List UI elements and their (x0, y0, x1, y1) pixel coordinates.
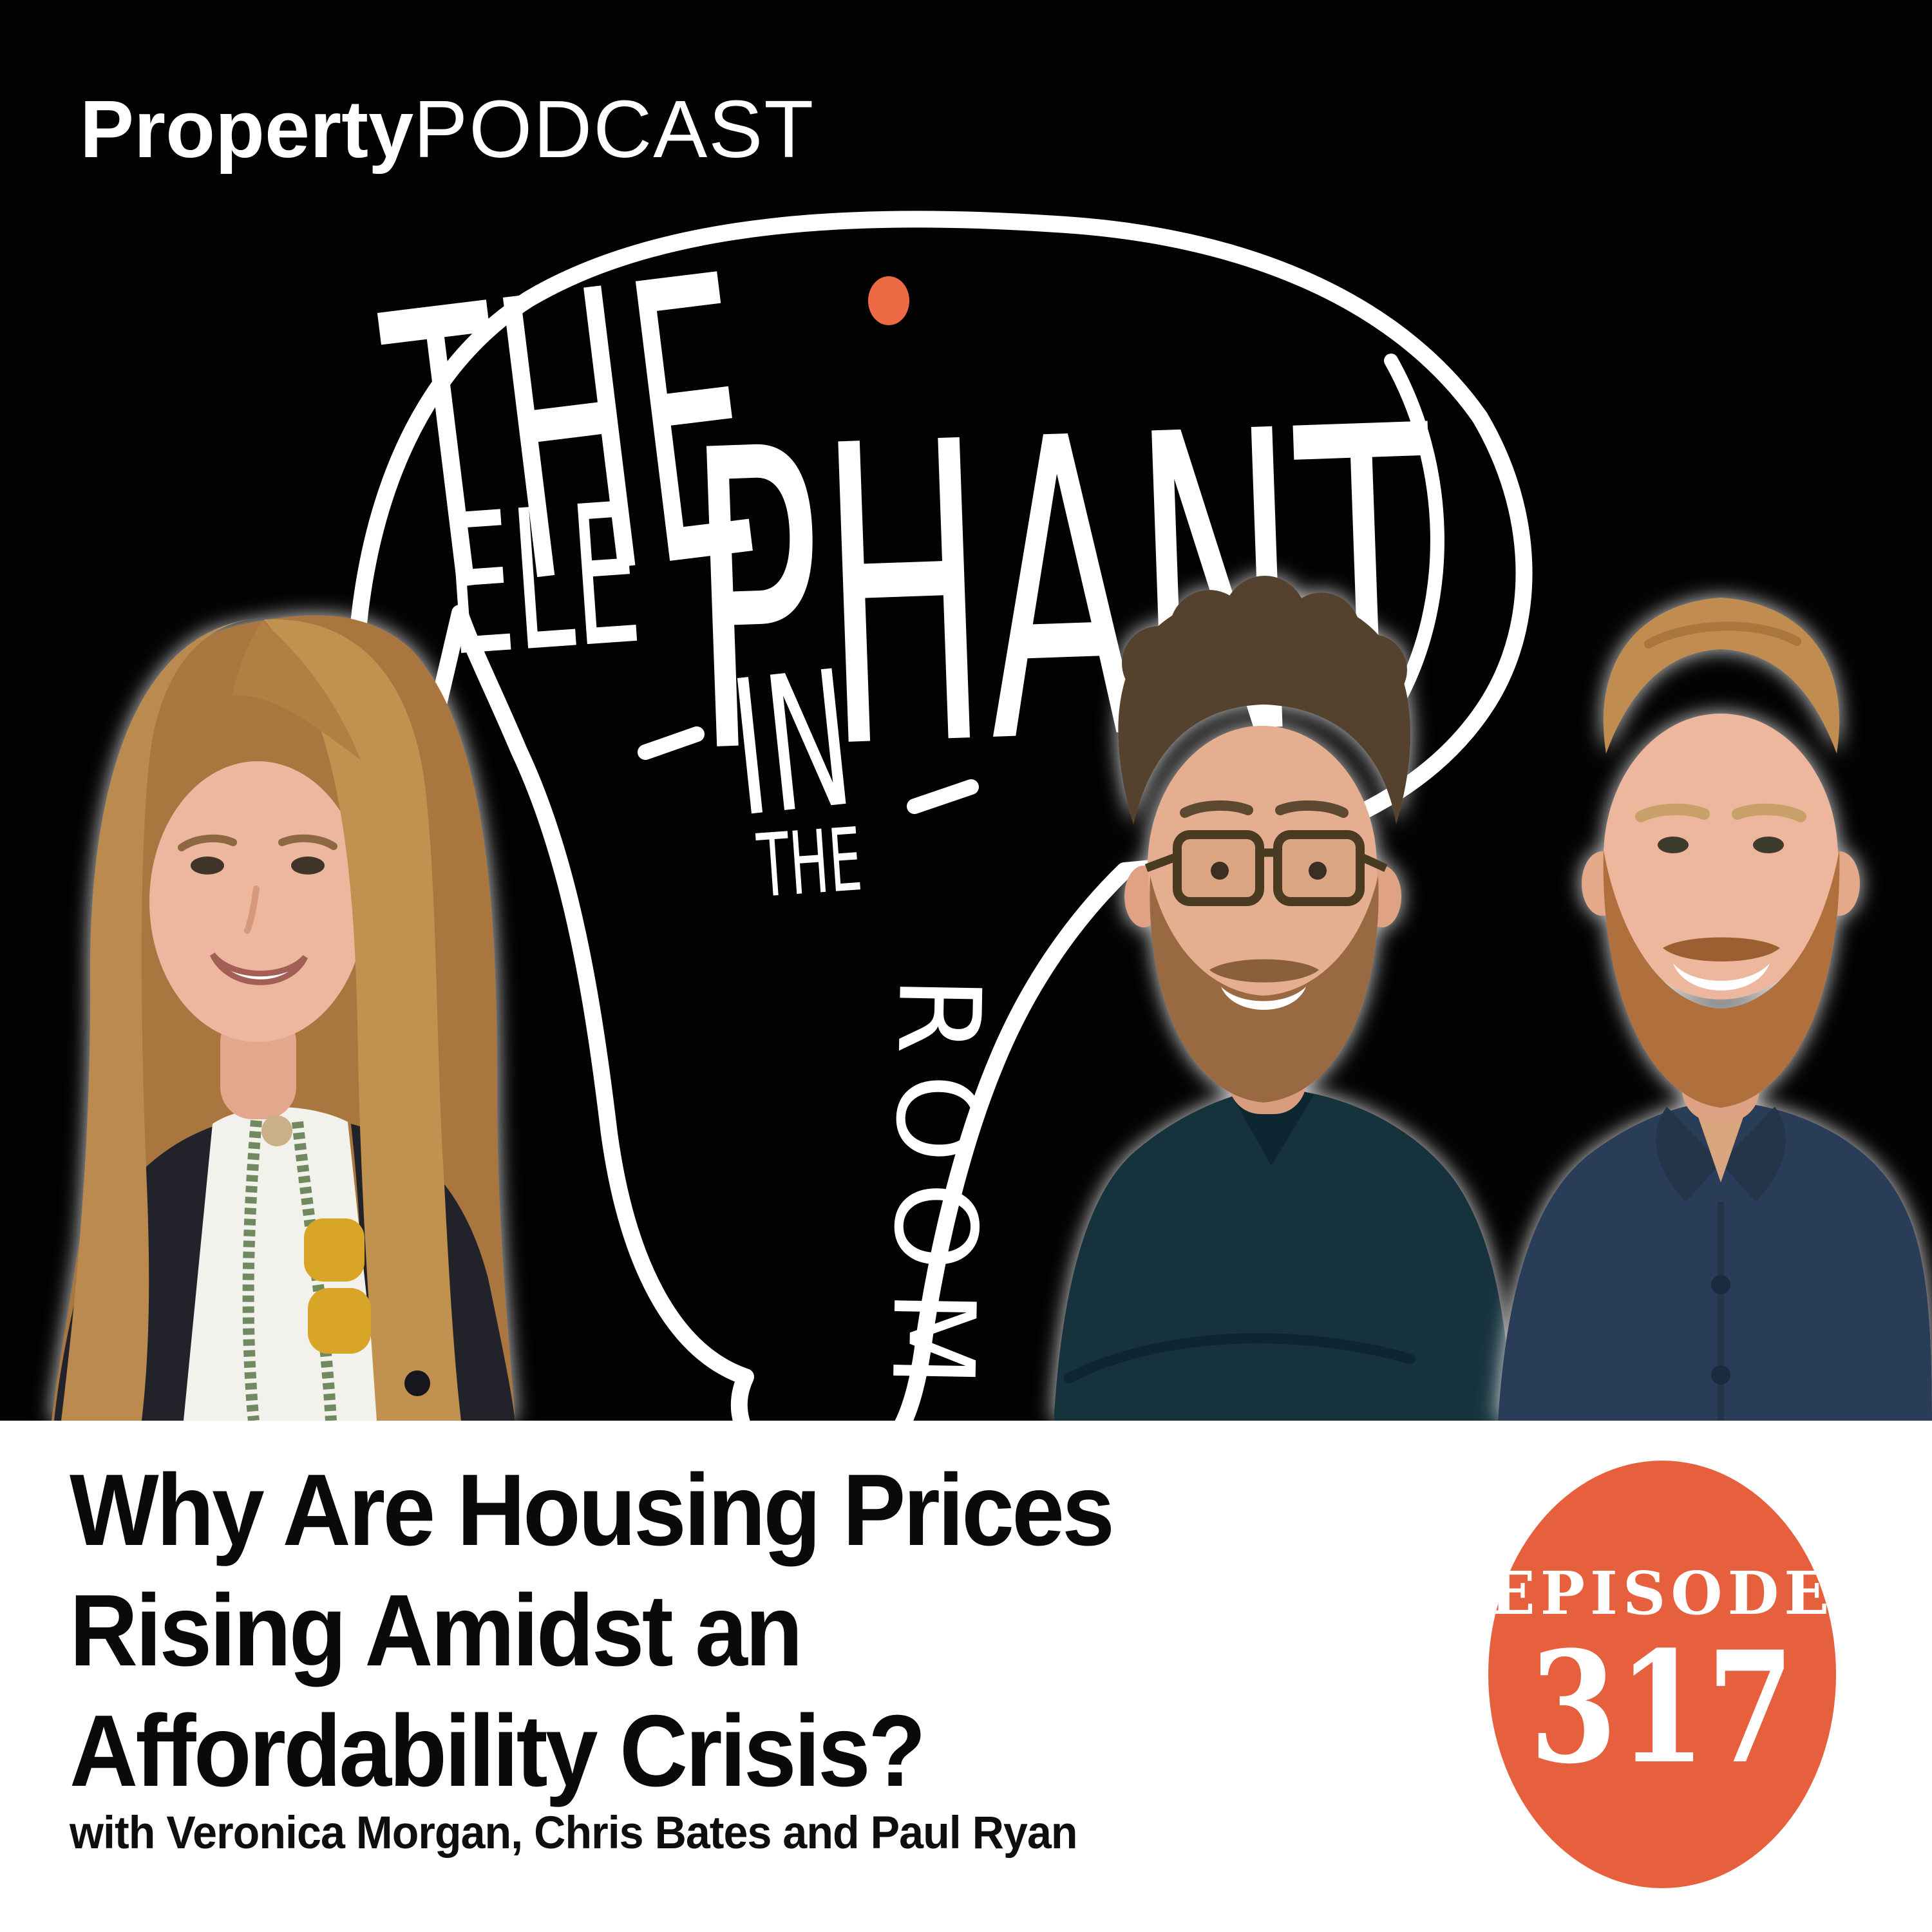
episode-badge: EPISODE 317 (1488, 1461, 1836, 1888)
center-man-eye-right (1309, 862, 1327, 880)
right-man-brow-right (1732, 803, 1806, 822)
elephant-outline (346, 211, 1533, 1482)
right-man-collar-right (1721, 1106, 1786, 1202)
woman-bead-top (304, 1218, 365, 1282)
logo-word-the-small: THE (754, 810, 866, 917)
right-man-mustache (1663, 937, 1780, 961)
right-man-eye-left (1658, 837, 1689, 853)
woman-bead-bottom (308, 1288, 371, 1354)
portrait-center-man (1054, 576, 1512, 1421)
episode-title-line-3: Affordability Crisis? (70, 1694, 926, 1808)
elephant-logo: THE ELE PHANT IN THE ROOM (346, 194, 1533, 1482)
woman-pendant (261, 1115, 292, 1146)
center-man-arm-fold (1064, 1333, 1416, 1383)
elephant-ear-crease (1384, 354, 1444, 709)
guests-subtitle: with Veronica Morgan, Chris Bates and Pa… (70, 1808, 1078, 1859)
brand-name-regular: PODCAST (413, 84, 815, 175)
woman-hair-front-right (264, 619, 461, 1421)
center-man-beard (1150, 876, 1379, 1103)
center-man-brow-right (1275, 800, 1349, 818)
woman-necklace-strand-left (242, 1120, 262, 1422)
center-man-brow-left (1180, 800, 1253, 818)
center-man-smile (1221, 987, 1306, 1010)
episode-title-line-2: Rising Amidst an (70, 1574, 803, 1687)
woman-blazer-button (404, 1370, 430, 1396)
woman-hair-front-left (61, 618, 258, 1421)
right-man-eye-right (1753, 837, 1784, 853)
portrait-left-woman (52, 615, 515, 1422)
right-man-beard (1603, 850, 1840, 1108)
center-man-mustache (1209, 959, 1319, 983)
logo-word-room: ROOM (866, 975, 1004, 1408)
center-man-curl-4 (1283, 592, 1360, 670)
right-man-smile (1673, 963, 1770, 990)
logo-dash-left (638, 726, 705, 760)
right-man-shirt (1498, 1101, 1932, 1421)
woman-eye-right (291, 857, 325, 875)
right-man-brow-left (1635, 803, 1710, 822)
right-man-chest (1698, 1115, 1744, 1182)
right-man-face (1604, 714, 1838, 999)
right-man-hair-sweep (1644, 621, 1801, 649)
brand-name-bold: Property (80, 84, 414, 175)
logo-word-the-big: THE (366, 194, 775, 684)
right-man-button-bottom (1711, 1365, 1730, 1385)
woman-hair-part (232, 621, 361, 760)
episode-badge-label: EPISODE (1490, 1558, 1835, 1628)
episode-title-line-1: Why Are Housing Prices (70, 1454, 1115, 1567)
portrait-right-man (1498, 598, 1932, 1421)
center-man-eye-left (1211, 862, 1229, 880)
woman-brow-right (278, 834, 337, 850)
center-man-curl-5 (1336, 634, 1407, 705)
episode-title: Why Are Housing Prices Rising Amidst an … (70, 1450, 1115, 1812)
right-man-collar-left (1656, 1106, 1721, 1202)
episode-badge-number: 317 (1529, 1618, 1795, 1798)
elephant-eye-dot (868, 276, 909, 325)
woman-brow-left (178, 834, 237, 851)
logo-dash-right (907, 779, 979, 814)
woman-eye-left (191, 857, 224, 875)
right-man-button-top (1711, 1275, 1730, 1294)
logo-word-ele: ELE (439, 462, 647, 700)
brand-logo: PropertyPODCAST (80, 89, 815, 170)
woman-smile (209, 952, 308, 985)
woman-nose (244, 886, 260, 934)
center-man-shirt (1054, 1088, 1512, 1421)
logo-word-in: IN (723, 630, 862, 858)
